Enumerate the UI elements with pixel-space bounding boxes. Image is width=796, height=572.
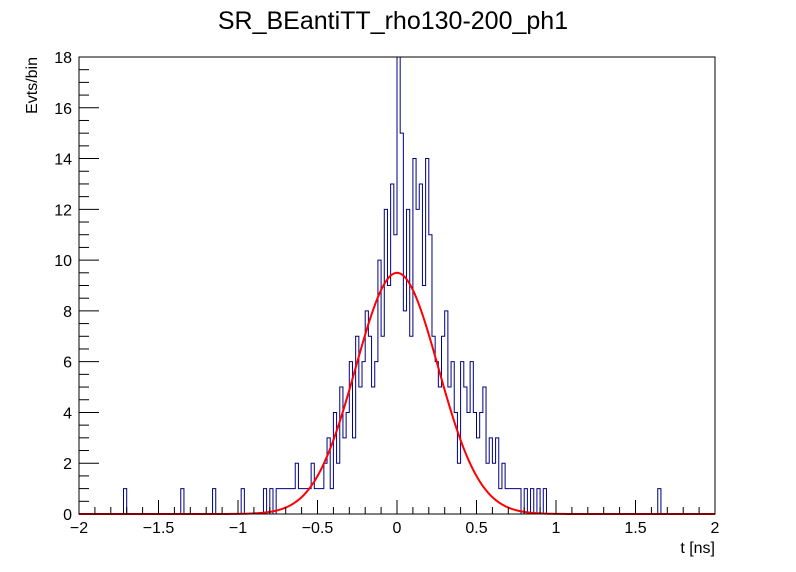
y-tick-label: 8 [63, 304, 72, 321]
y-tick-label: 6 [63, 355, 72, 372]
y-tick-label: 16 [54, 101, 72, 118]
plot-area [78, 56, 716, 515]
y-axis-label: Evts/bin [24, 57, 41, 114]
chart-title: SR_BEantiTT_rho130-200_ph1 [218, 7, 568, 35]
x-tick-label: 0.5 [465, 520, 487, 537]
x-axis-label: t [ns] [680, 540, 715, 557]
y-tick-label: 10 [54, 253, 72, 270]
y-tick-label: 4 [63, 405, 72, 422]
x-tick-label: −2 [70, 520, 88, 537]
x-tick-label: −1.5 [143, 520, 175, 537]
y-tick-label: 14 [54, 152, 72, 169]
y-tick-label: 0 [63, 507, 72, 524]
y-axis: 0 2 4 6 8 10 12 14 16 18 [54, 50, 99, 524]
x-tick-label: 0 [393, 520, 402, 537]
x-axis: −2 −1.5 −1 −0.5 0 0.5 1 1.5 2 [70, 500, 720, 537]
y-tick-label: 12 [54, 202, 72, 219]
x-tick-label: 1 [552, 520, 561, 537]
x-tick-label: −0.5 [302, 520, 334, 537]
y-tick-label: 2 [63, 456, 72, 473]
x-tick-label: 1.5 [624, 520, 646, 537]
y-tick-label: 18 [54, 50, 72, 67]
x-tick-label: −1 [229, 520, 247, 537]
x-tick-label: 2 [711, 520, 720, 537]
